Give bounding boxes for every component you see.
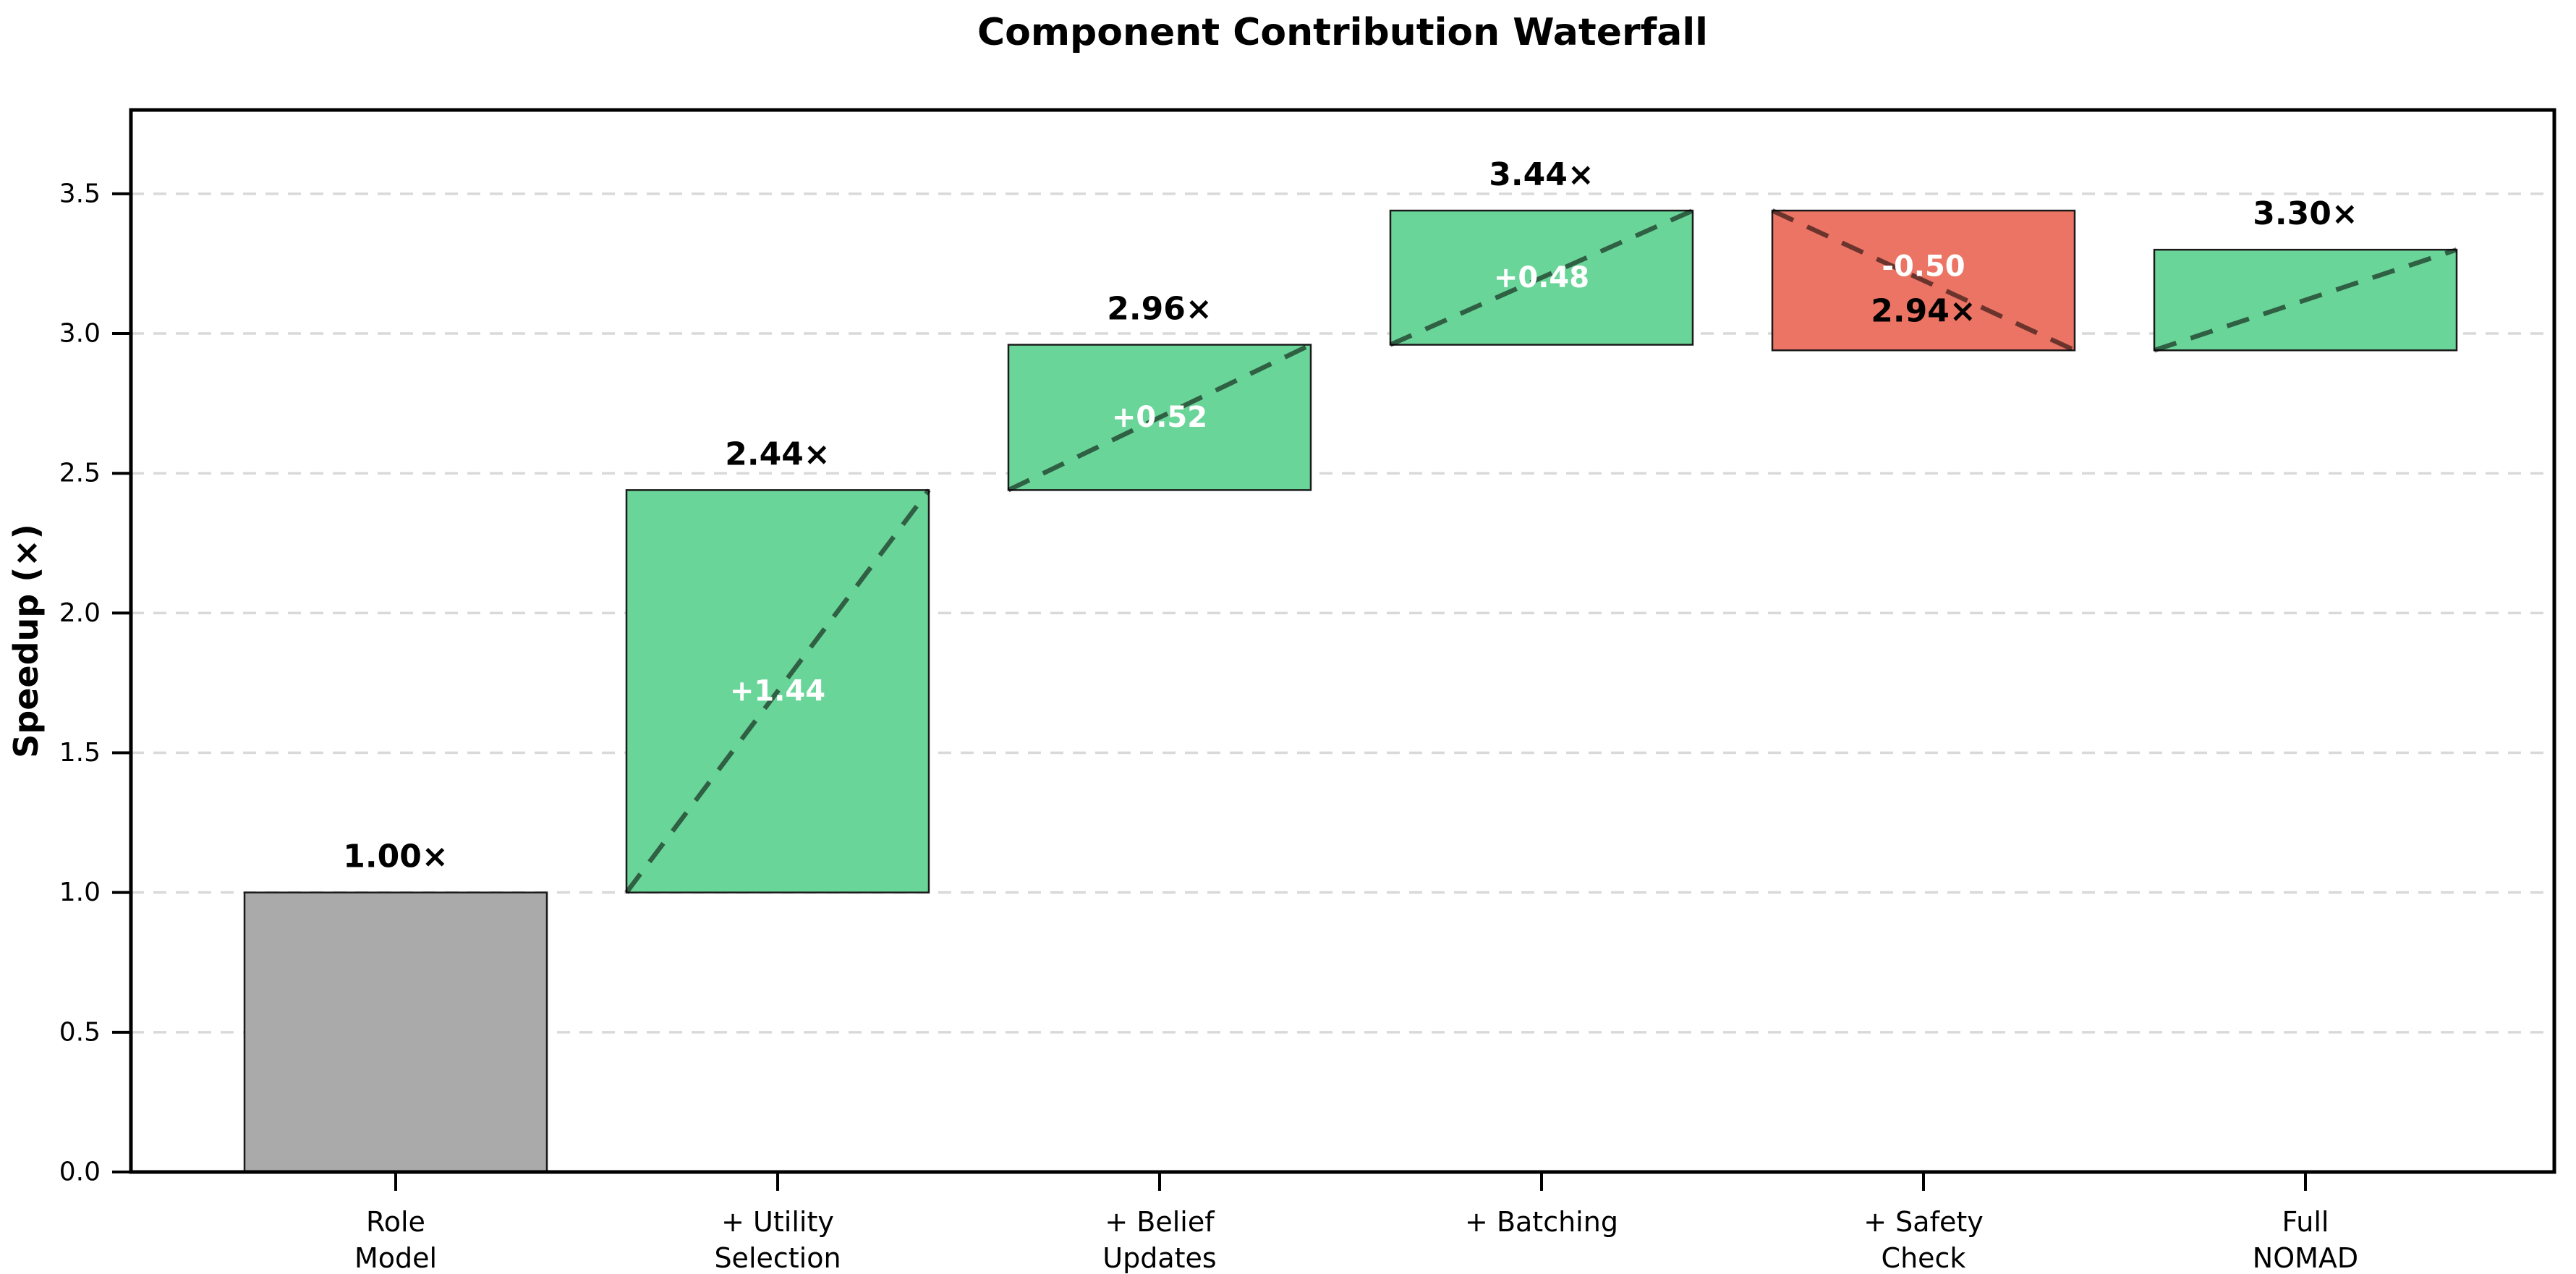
y-axis-label: Speedup (×): [7, 524, 46, 758]
y-tick-label: 1.0: [59, 878, 101, 907]
cumulative-label: 1.00×: [343, 838, 448, 875]
connector-line: [1007, 342, 1312, 493]
chart-title: Component Contribution Waterfall: [977, 11, 1708, 54]
plot-frame: [129, 108, 2556, 1174]
x-tick-label: Selection: [714, 1242, 841, 1274]
axes-layer: 0.0 0.5 1.0 1.5 2.0 2.5 3.0 3.5 Role Model + Utili…: [59, 108, 2556, 1274]
x-tick-label: Role: [366, 1206, 425, 1238]
x-tick-label: + Safety: [1863, 1206, 1983, 1238]
delta-label: +1.44: [730, 675, 825, 708]
y-tick-label: 3.5: [59, 179, 101, 208]
x-tick-label: Updates: [1102, 1242, 1216, 1274]
y-tick-label: 3.0: [59, 319, 101, 349]
delta-label: +0.52: [1112, 401, 1207, 434]
delta-label: -0.50: [1882, 250, 1965, 283]
x-tick-label: + Belief: [1105, 1206, 1215, 1238]
cumulative-label: 3.44×: [1489, 156, 1594, 193]
y-tick-label: 1.5: [59, 738, 101, 768]
bar-role-model: [243, 891, 548, 1173]
y-tick-label: 2.0: [59, 598, 101, 628]
x-tick-label: Check: [1882, 1242, 1966, 1274]
x-tick-label: NOMAD: [2253, 1242, 2358, 1274]
x-tick-label: Model: [354, 1242, 437, 1274]
x-tick-label: + Utility: [721, 1206, 834, 1238]
x-tick-label: Full: [2282, 1206, 2329, 1238]
connector-line: [1771, 208, 2076, 353]
connector-line: [1389, 208, 1694, 347]
cumulative-label: 2.94×: [1871, 293, 1976, 330]
bar-labels-layer: 1.00× +1.44 2.44× +0.52 2.96× +0.48 3.44× -0.50…: [343, 156, 2358, 875]
y-tick-label: 0.0: [59, 1158, 101, 1187]
connector-line: [2153, 247, 2458, 353]
cumulative-label: 2.96×: [1107, 291, 1212, 328]
y-tick-label: 2.5: [59, 459, 101, 488]
x-tick-label: + Batching: [1465, 1206, 1618, 1238]
cumulative-label: 3.30×: [2253, 195, 2358, 232]
delta-label: +0.48: [1494, 261, 1589, 294]
cumulative-label: 2.44×: [725, 436, 830, 472]
y-tick-label: 0.5: [59, 1017, 101, 1047]
bars-layer: [243, 208, 2458, 1173]
connector-line: [624, 488, 931, 894]
